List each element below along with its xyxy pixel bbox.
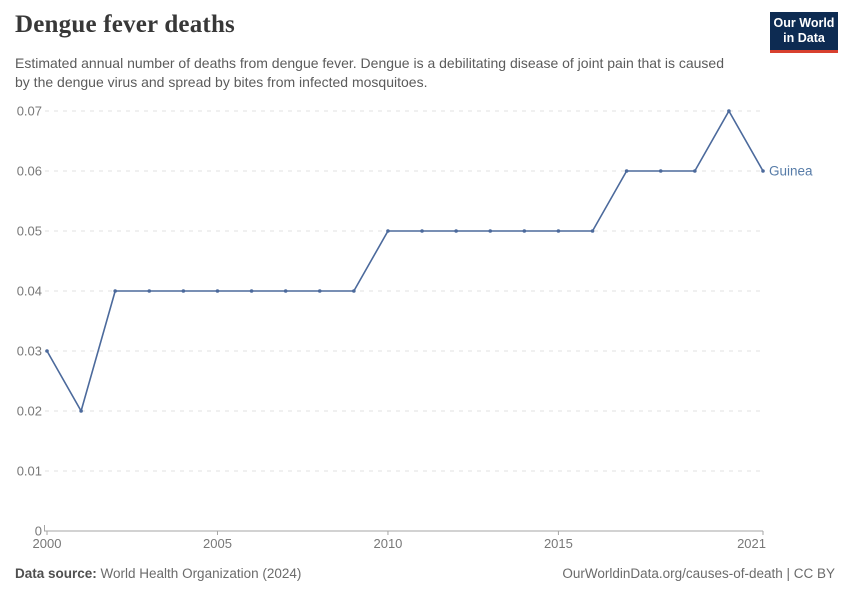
y-tick-label: 0.04 — [17, 284, 42, 299]
x-tick-label: 2000 — [33, 536, 62, 551]
x-tick-label: 2015 — [544, 536, 573, 551]
citation-link[interactable]: OurWorldinData.org/causes-of-death | CC … — [562, 566, 835, 581]
series-guinea[interactable]: Guinea — [45, 109, 813, 413]
data-point[interactable] — [352, 289, 356, 293]
data-point[interactable] — [590, 229, 595, 233]
data-point[interactable] — [181, 289, 186, 293]
chart-subtitle: Estimated annual number of deaths from d… — [15, 55, 725, 90]
data-point[interactable] — [283, 289, 288, 293]
data-point[interactable] — [249, 289, 254, 293]
data-source-label: Data source: — [15, 566, 97, 581]
trend-line[interactable] — [46, 110, 764, 412]
data-source-text: World Health Organization (2024) — [96, 566, 302, 581]
x-tick-label: 2021 — [737, 536, 766, 551]
series-label-guinea[interactable]: Guinea — [769, 164, 813, 179]
data-point[interactable] — [386, 229, 390, 233]
y-tick-label: 0.06 — [17, 164, 42, 179]
x-tick-label: 2005 — [203, 536, 232, 551]
data-point[interactable] — [522, 229, 527, 233]
y-tick-label: 0.05 — [17, 224, 42, 239]
data-point[interactable] — [147, 289, 152, 293]
y-tick-label: 0.07 — [17, 104, 42, 119]
y-tick-label: 0 — [35, 524, 42, 539]
data-point[interactable] — [693, 169, 697, 173]
data-source: Data source: World Health Organization (… — [15, 566, 301, 581]
data-point[interactable] — [727, 109, 731, 113]
y-axis-labels: 0 0.01 0.02 0.03 0.04 0.05 0.06 0.07 — [17, 104, 42, 539]
line-chart: 0 0.01 0.02 0.03 0.04 0.05 0.06 0.07 2000 2005 201… — [17, 104, 813, 552]
data-point[interactable] — [556, 229, 561, 233]
data-point[interactable] — [624, 169, 629, 173]
y-tick-label: 0.02 — [17, 404, 42, 419]
data-point[interactable] — [215, 289, 220, 293]
data-point[interactable] — [420, 229, 424, 233]
data-point[interactable] — [658, 169, 663, 173]
chart-footer: Data source: World Health Organization (… — [15, 566, 835, 581]
x-axis: 2000 2005 2010 2015 2021 — [33, 525, 766, 551]
data-point[interactable] — [79, 409, 83, 413]
owid-logo-line2: in Data — [783, 31, 825, 45]
data-point[interactable] — [761, 169, 765, 173]
owid-logo[interactable]: Our World in Data — [770, 12, 838, 53]
data-point[interactable] — [454, 229, 458, 233]
chart-title: Dengue fever deaths — [15, 11, 235, 38]
y-tick-label: 0.01 — [17, 464, 42, 479]
data-point[interactable] — [317, 289, 322, 293]
data-point[interactable] — [488, 229, 493, 233]
data-point[interactable] — [45, 349, 49, 353]
x-tick-label: 2010 — [373, 536, 402, 551]
data-point[interactable] — [113, 289, 117, 293]
owid-logo-line1: Our World — [773, 16, 835, 30]
y-tick-label: 0.03 — [17, 344, 42, 359]
